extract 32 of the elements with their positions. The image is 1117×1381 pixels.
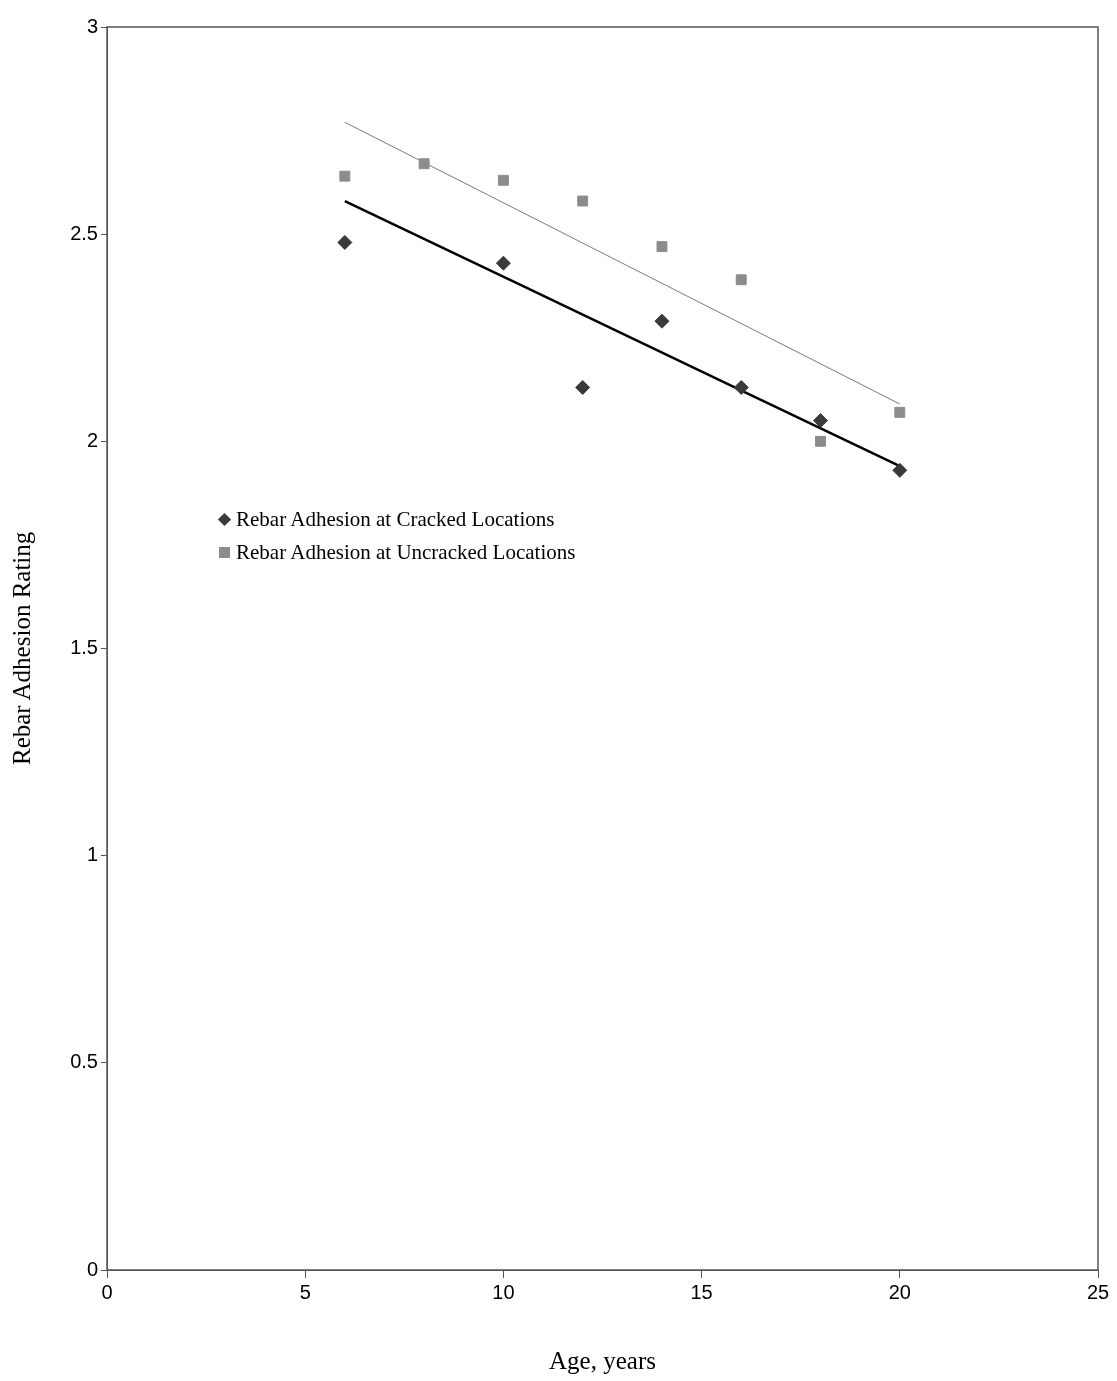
y-tick-label: 2 xyxy=(86,428,98,451)
legend-label: Rebar Adhesion at Uncracked Locations xyxy=(236,540,576,565)
point xyxy=(815,435,826,447)
y-tick-label: 3 xyxy=(86,14,98,37)
x-tick-label: 20 xyxy=(888,1280,911,1303)
y-tick-label: 0.5 xyxy=(70,1050,98,1073)
x-tick-label: 15 xyxy=(690,1280,713,1303)
y-tick-label: 1 xyxy=(86,843,98,866)
y-axis-title: Rebar Adhesion Rating xyxy=(8,530,36,768)
point xyxy=(894,406,906,418)
point xyxy=(654,313,670,329)
y-tick-label: 1.5 xyxy=(70,636,98,659)
y-tick-label: 2.5 xyxy=(70,221,98,244)
y-tick-label: 0 xyxy=(86,1257,98,1280)
point xyxy=(733,379,749,395)
x-tick-label: 0 xyxy=(101,1280,113,1303)
legend-label: Rebar Adhesion at Cracked Locations xyxy=(236,507,555,532)
point xyxy=(495,255,511,271)
point xyxy=(418,158,430,170)
x-axis-title: Age, years xyxy=(549,1346,656,1374)
x-tick-label: 25 xyxy=(1086,1280,1110,1303)
point xyxy=(339,170,351,182)
point xyxy=(577,195,589,207)
point xyxy=(497,174,509,186)
point xyxy=(813,413,829,429)
point xyxy=(656,241,668,253)
x-tick-label: 10 xyxy=(492,1280,515,1303)
point xyxy=(575,379,591,395)
point xyxy=(735,274,747,286)
point xyxy=(892,462,908,478)
point xyxy=(337,234,353,250)
x-tick-label: 5 xyxy=(299,1280,311,1303)
